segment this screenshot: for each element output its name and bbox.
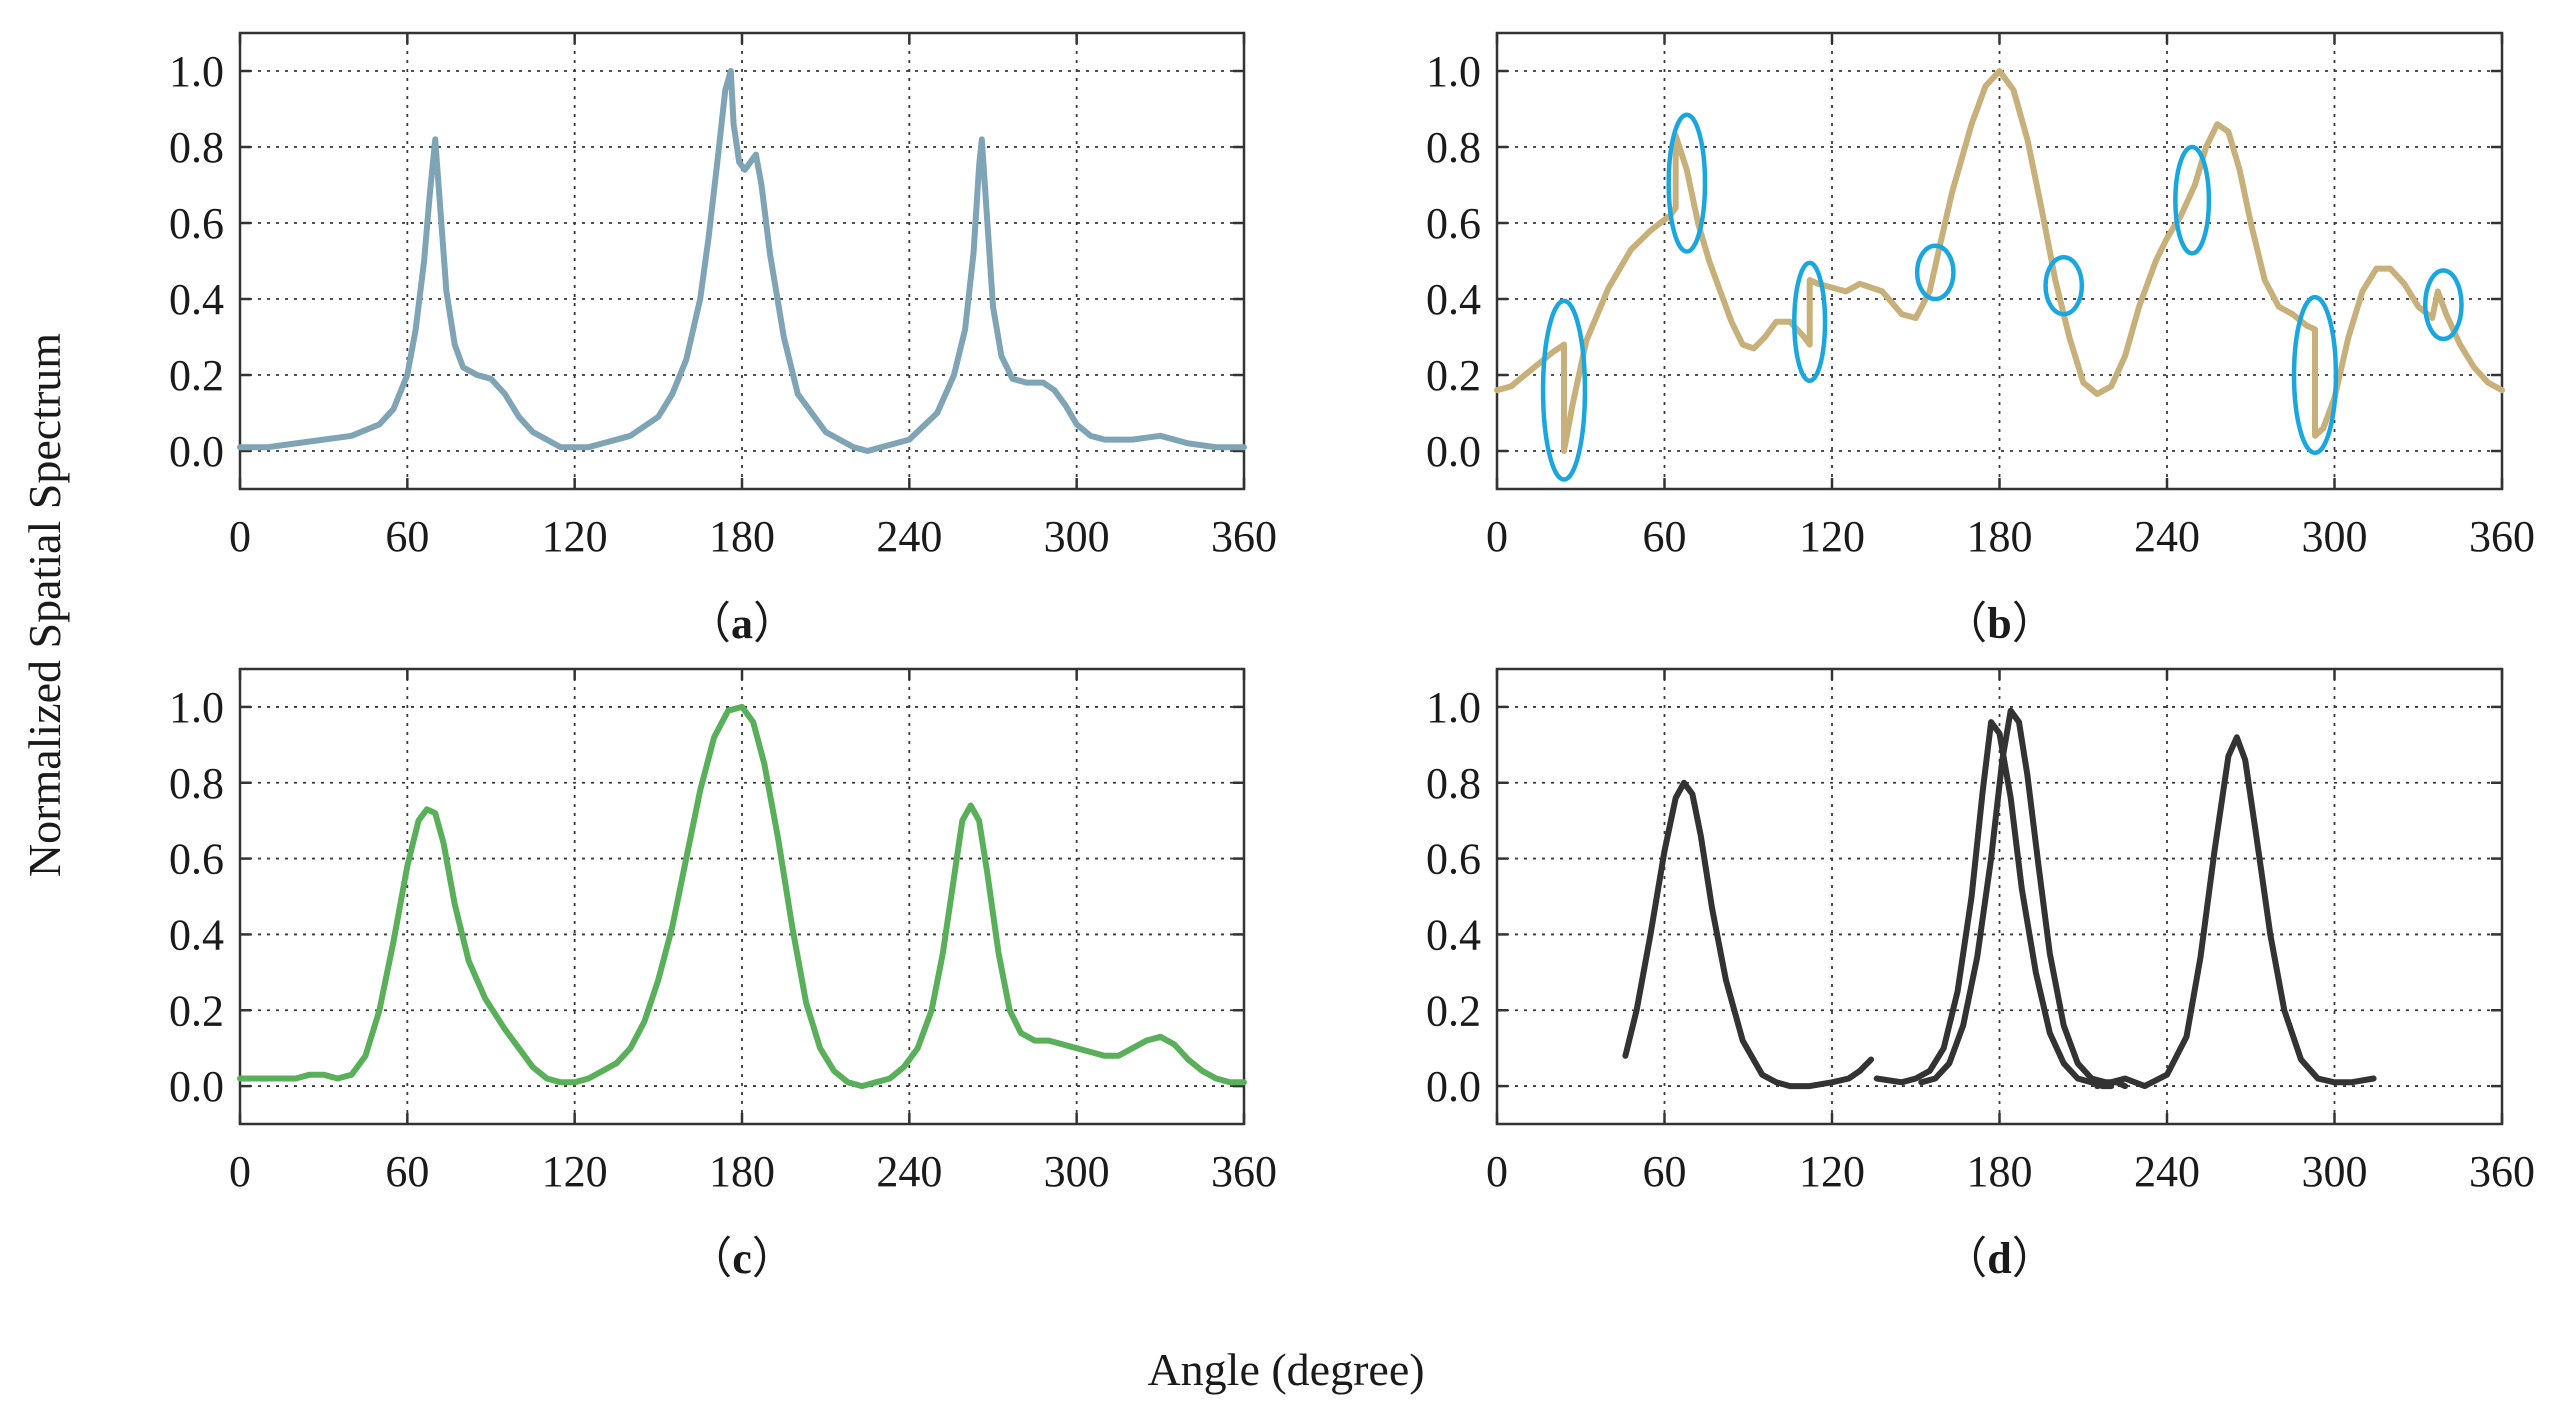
y-tick-label: 0.8 <box>169 123 224 172</box>
highlight-ellipse <box>1914 243 1956 302</box>
chart-panel-c: 0 60 120 180 240 300 360 0.0 0.2 0.4 0.6 0.8 1.0 （c） <box>169 667 1277 1283</box>
y-tick-label: 0.6 <box>169 835 224 884</box>
x-tick-label: 60 <box>1643 1147 1687 1196</box>
y-tick-label: 0.6 <box>169 199 224 248</box>
y-tick-label: 0.6 <box>1426 835 1481 884</box>
y-tick-label: 0.0 <box>169 427 224 476</box>
y-tick-label: 0.4 <box>169 275 224 324</box>
caption-letter: a <box>731 599 753 648</box>
caption-open-paren: （ <box>1943 599 1987 648</box>
x-tick-label: 360 <box>1211 512 1277 561</box>
x-tick-label: 300 <box>1044 512 1110 561</box>
series-line-spectrum <box>237 68 1247 454</box>
series-line-peak-1 <box>1622 779 1875 1090</box>
caption-open-paren: （ <box>687 599 731 648</box>
x-tick-label: 240 <box>2134 1147 2200 1196</box>
highlight-ellipse <box>2173 144 2212 256</box>
y-tick-label: 1.0 <box>169 47 224 96</box>
x-tick-label: 120 <box>542 1147 608 1196</box>
x-tick-label: 180 <box>709 512 775 561</box>
panel-caption: （b） <box>1943 599 2055 648</box>
highlight-ellipse <box>1792 260 1828 383</box>
y-axis-title: Normalized Spatial Spectrum <box>19 333 70 877</box>
x-tick-label: 120 <box>1799 512 1865 561</box>
y-tick-label: 1.0 <box>1426 683 1481 732</box>
highlight-ellipse <box>1540 298 1588 482</box>
x-tick-label: 0 <box>1486 512 1508 561</box>
x-tick-label: 300 <box>2302 512 2368 561</box>
caption-close-paren: ） <box>2012 599 2056 648</box>
y-tick-label: 0.8 <box>1426 759 1481 808</box>
y-tick-label: 0.0 <box>169 1062 224 1111</box>
y-tick-label: 0.4 <box>1426 910 1481 959</box>
x-tick-label: 60 <box>1643 512 1687 561</box>
x-tick-label: 0 <box>1486 1147 1508 1196</box>
highlight-ellipse <box>2422 268 2464 342</box>
x-tick-label: 300 <box>2302 1147 2368 1196</box>
x-tick-label: 180 <box>1967 512 2033 561</box>
x-tick-label: 360 <box>2469 1147 2535 1196</box>
highlight-ellipse <box>2043 254 2085 317</box>
chart-panel-d: 0 60 120 180 240 300 360 0.0 0.2 0.4 0.6 0.8 1.0 （d） <box>1426 667 2535 1283</box>
caption-letter: b <box>1987 599 2011 648</box>
y-tick-label: 0.2 <box>1426 351 1481 400</box>
caption-open-paren: （ <box>1943 1234 1987 1283</box>
x-tick-label: 180 <box>709 1147 775 1196</box>
panel-caption: （d） <box>1943 1234 2055 1283</box>
caption-letter: d <box>1987 1234 2011 1283</box>
chart-panel-a: 0 60 120 180 240 300 360 0.0 0.2 0.4 0.6 0.8 1.0 （a） <box>169 31 1277 648</box>
y-tick-label: 0.8 <box>1426 123 1481 172</box>
y-tick-label: 1.0 <box>169 683 224 732</box>
series-line-spectrum <box>1494 68 2505 454</box>
y-tick-label: 0.4 <box>1426 275 1481 324</box>
series-line-spectrum <box>237 703 1247 1090</box>
chart-panel-b: 0 60 120 180 240 300 360 0.0 0.2 0.4 0.6 0.8 1.0 （b） <box>1426 31 2535 648</box>
y-tick-label: 0.0 <box>1426 1062 1481 1111</box>
x-tick-label: 360 <box>2469 512 2535 561</box>
caption-close-paren: ） <box>2012 1234 2056 1283</box>
caption-letter: c <box>732 1234 752 1283</box>
y-tick-label: 1.0 <box>1426 47 1481 96</box>
panel-caption: （c） <box>688 1234 796 1283</box>
caption-open-paren: （ <box>688 1234 732 1283</box>
x-tick-label: 60 <box>385 512 429 561</box>
series-line-peak-3 <box>1918 707 2129 1090</box>
highlight-ellipse <box>1666 112 1708 254</box>
x-axis-title: Angle (degree) <box>1147 1344 1424 1395</box>
panels: 0 60 120 180 240 300 3600.00.20.40.60.81.0（a）0… <box>169 31 2535 1283</box>
y-tick-label: 0.6 <box>1426 199 1481 248</box>
panel-caption: （a） <box>687 599 797 648</box>
y-tick-label: 0.2 <box>169 351 224 400</box>
series-line-peak-2 <box>1873 719 2115 1090</box>
y-tick-label: 0.8 <box>169 759 224 808</box>
y-tick-label: 0.2 <box>1426 986 1481 1035</box>
x-tick-label: 240 <box>2134 512 2200 561</box>
x-tick-label: 180 <box>1967 1147 2033 1196</box>
x-tick-label: 360 <box>1211 1147 1277 1196</box>
x-tick-label: 120 <box>1799 1147 1865 1196</box>
highlight-ellipse <box>2291 294 2339 456</box>
x-tick-label: 0 <box>229 1147 251 1196</box>
x-tick-label: 0 <box>229 512 251 561</box>
y-tick-label: 0.4 <box>169 910 224 959</box>
x-tick-label: 60 <box>385 1147 429 1196</box>
x-tick-label: 120 <box>542 512 608 561</box>
y-tick-label: 0.2 <box>169 986 224 1035</box>
y-tick-label: 0.0 <box>1426 427 1481 476</box>
series-line-peak-4 <box>2094 734 2377 1090</box>
x-tick-label: 240 <box>876 1147 942 1196</box>
x-tick-label: 300 <box>1044 1147 1110 1196</box>
caption-close-paren: ） <box>753 599 797 648</box>
x-tick-label: 240 <box>876 512 942 561</box>
caption-close-paren: ） <box>752 1234 796 1283</box>
